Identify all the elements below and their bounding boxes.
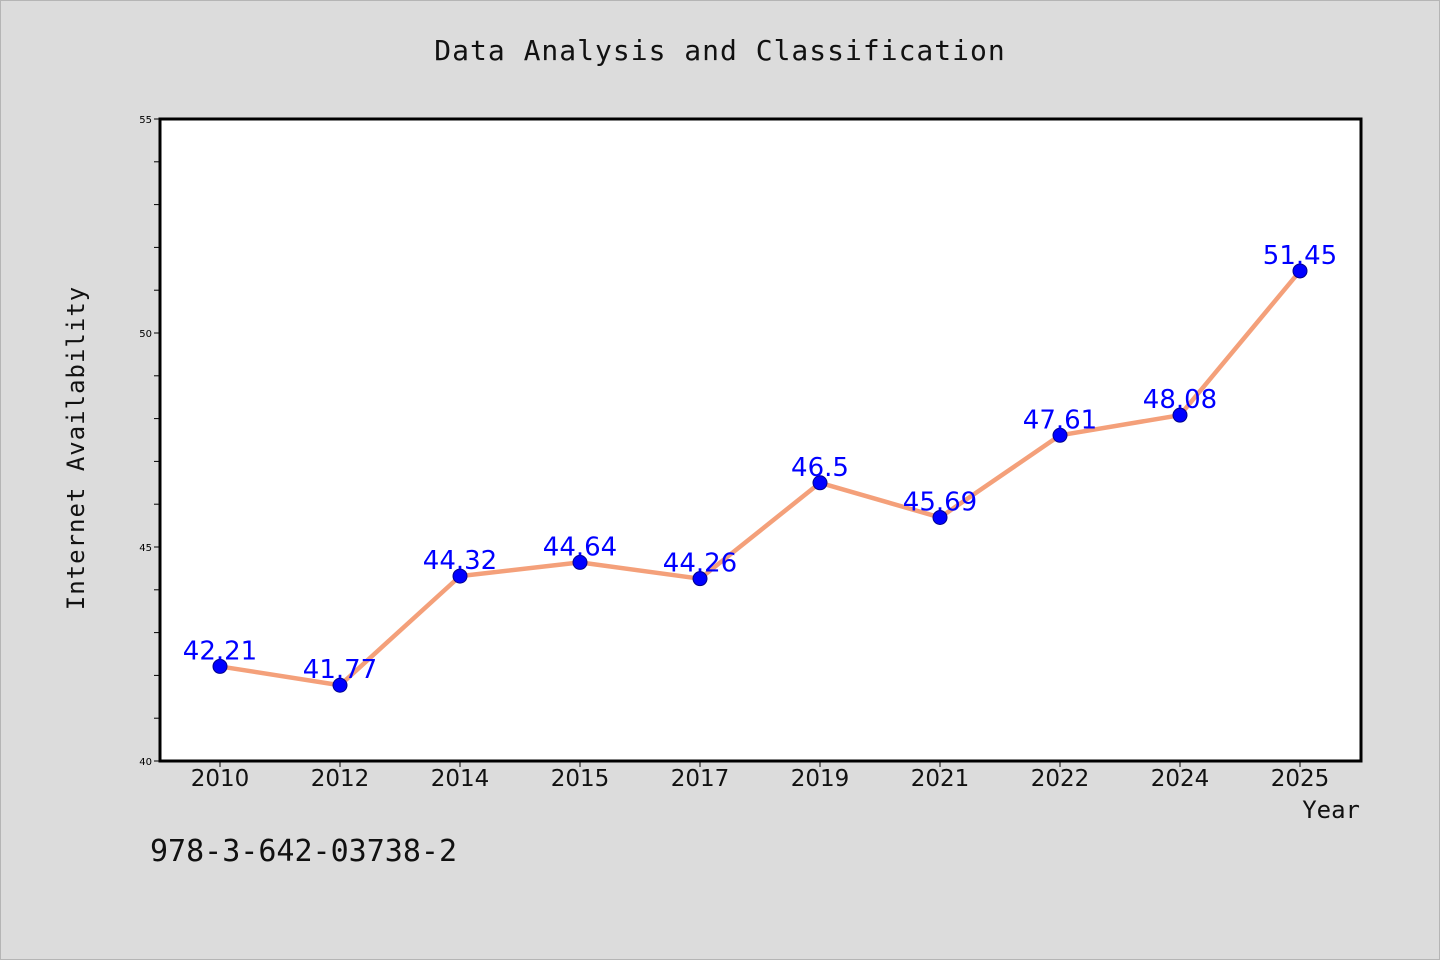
y-tick-label: 55 <box>139 115 152 126</box>
data-point <box>1172 407 1188 423</box>
data-point <box>572 554 588 570</box>
x-axis-label: Year <box>1302 796 1360 824</box>
data-label: 42.21 <box>183 636 257 666</box>
y-tick-label: 40 <box>139 757 152 768</box>
chart-title: Data Analysis and Classification <box>434 34 1006 67</box>
x-tick-label: 2022 <box>1031 766 1090 792</box>
data-label: 47.61 <box>1023 405 1097 435</box>
isbn-annotation: 978-3-642-03738-2 <box>150 834 458 869</box>
y-tick-label: 45 <box>139 543 152 554</box>
series-line <box>217 268 1303 688</box>
data-label: 41.77 <box>303 655 377 685</box>
data-point <box>1052 427 1068 443</box>
data-label: 44.26 <box>663 549 737 579</box>
plot-area <box>158 117 1363 763</box>
x-tick-label: 2024 <box>1151 766 1210 792</box>
y-tick-label: 50 <box>139 329 152 340</box>
x-tick-label: 2014 <box>431 766 490 792</box>
x-tick-label: 2017 <box>671 766 730 792</box>
data-point <box>332 677 348 693</box>
data-point <box>932 509 948 525</box>
data-label: 46.5 <box>791 453 849 483</box>
data-label: 44.64 <box>543 532 617 562</box>
data-label: 44.32 <box>423 546 497 576</box>
data-label: 45.69 <box>903 487 977 517</box>
data-label: 51.45 <box>1263 241 1337 271</box>
data-point <box>452 568 468 584</box>
data-point <box>692 571 708 587</box>
x-tick-label: 2010 <box>191 766 250 792</box>
data-point <box>1292 263 1308 279</box>
x-tick-label: 2021 <box>911 766 970 792</box>
data-label: 48.08 <box>1143 385 1217 415</box>
data-point <box>812 475 828 491</box>
x-tick-label: 2015 <box>551 766 610 792</box>
data-point <box>212 658 228 674</box>
x-tick-label: 2012 <box>311 766 370 792</box>
x-tick-label: 2019 <box>791 766 850 792</box>
x-tick-label: 2025 <box>1271 766 1330 792</box>
